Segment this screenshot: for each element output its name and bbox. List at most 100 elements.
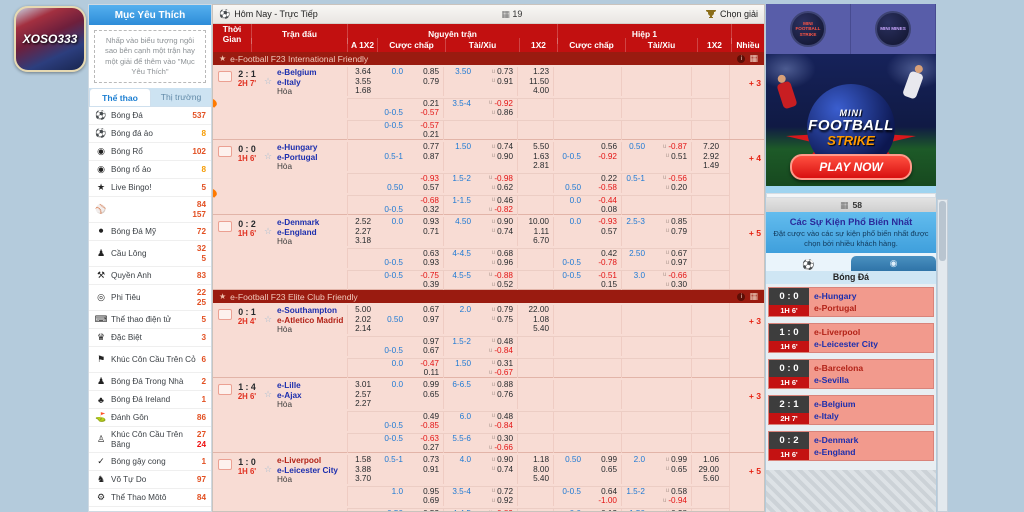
odds-cell[interactable]: 1.58 [347,455,375,465]
odds-cell[interactable]: u 0.88 [491,380,513,390]
odds-cell[interactable]: 2.0 [621,455,649,465]
odds-cell[interactable]: 5.40 [517,474,553,484]
popular-event-card[interactable]: 1 : 0 1H 6' e-Liverpool e-Leicester City [768,322,934,353]
sidebar-item-b-ng-trong-nh-[interactable]: ♟ Bóng Đá Trong Nhà 2 [89,373,211,391]
tab-popular-basketball[interactable]: ◉ [851,255,936,271]
odds-cell[interactable]: 0.5-1 [621,173,649,183]
odds-cell[interactable]: 2.14 [347,324,375,334]
odds-cell[interactable]: -0.57 [420,120,439,130]
odds-cell[interactable]: u 0.91 [491,76,513,86]
odds-cell[interactable]: 2.5-3 [621,217,649,227]
odds-cell[interactable]: u 0.79 [491,305,513,315]
odds-cell[interactable]: 0.11 [423,368,439,378]
favorite-star-icon[interactable]: ☆ [264,151,273,161]
odds-cell[interactable]: u 0.74 [491,226,513,236]
odds-cell[interactable]: 3.70 [347,474,375,484]
sidebar-item-b-ng-m-[interactable]: ⚫ Bóng Đá Mỹ 72 [89,223,211,241]
odds-cell[interactable]: -0.51 [598,270,617,280]
league-bar[interactable]: ★ e-Football F23 Elite Club Friendly i ▦ [213,290,764,303]
odds-cell[interactable]: 0.50 [553,455,585,465]
odds-cell[interactable]: u -0.56 [662,173,687,183]
odds-cell[interactable]: u 0.30 [665,280,687,290]
odds-cell[interactable]: u 0.68 [491,248,513,258]
odds-cell[interactable]: 1.5-2 [621,486,649,496]
odds-cell[interactable]: u -0.66 [662,270,687,280]
odds-cell[interactable]: 0-0.5 [384,108,403,118]
favorite-star-icon[interactable]: ☆ [264,389,273,399]
sidebar-item-th-thao-m-t-[interactable]: ⚙ Thể Thao Môtô 84 [89,489,211,507]
odds-cell[interactable]: 0.0 [391,67,403,77]
more-bets-link[interactable]: + 4 [748,153,761,163]
odds-cell[interactable]: -0.75 [420,270,439,280]
odds-cell[interactable]: u 0.74 [491,464,513,474]
odds-cell[interactable]: 0-0.5 [384,205,403,215]
sidebar-item--c-bi-t[interactable]: ♛ Đặc Biệt 3 [89,329,211,347]
odds-cell[interactable]: 0.64 [601,486,617,496]
odds-cell[interactable]: 0.22 [601,173,617,183]
odds-cell[interactable]: 5.40 [517,324,553,334]
odds-cell[interactable]: 0.5-1 [384,151,403,161]
league-bar[interactable]: ★ e-Football F23 International Friendly i ▦ [213,52,764,65]
odds-cell[interactable]: 1-1.5 [443,195,475,205]
odds-cell[interactable]: 2.57 [347,389,375,399]
odds-cell[interactable]: 0.0 [391,380,403,390]
odds-cell[interactable]: 1.49 [691,161,723,171]
popular-scrollbar[interactable] [937,199,948,512]
match-checkbox[interactable] [218,309,232,320]
odds-cell[interactable]: -0.68 [420,195,439,205]
odds-cell[interactable]: u 0.67 [665,248,687,258]
odds-cell[interactable]: 3.5-4 [443,486,475,496]
odds-cell[interactable]: 0.56 [601,142,617,152]
odds-cell[interactable]: 0.93 [423,258,439,268]
odds-cell[interactable]: 0-0.5 [553,258,585,268]
odds-cell[interactable]: 8.00 [517,464,553,474]
sidebar-item-v-t-do[interactable]: ♞ Võ Tự Do 97 [89,471,211,489]
odds-cell[interactable]: 5.50 [517,142,553,152]
odds-cell[interactable]: 2.27 [347,399,375,409]
odds-cell[interactable]: 3.5-4 [443,98,475,108]
odds-cell[interactable]: 0.0 [553,508,585,511]
odds-cell[interactable]: 1.0 [391,486,403,496]
odds-cell[interactable]: 6.0 [443,411,475,421]
odds-cell[interactable]: 0.49 [423,411,439,421]
odds-cell[interactable]: 0.95 [423,486,439,496]
sidebar-item-b-ng-ireland[interactable]: ♣ Bóng Đá Ireland 1 [89,391,211,409]
odds-cell[interactable]: 1.11 [517,226,553,236]
match-checkbox[interactable] [218,71,232,82]
odds-cell[interactable]: 4.50 [443,217,475,227]
odds-cell[interactable]: 1.68 [347,86,375,96]
odds-cell[interactable]: 0.0 [553,217,585,227]
odds-cell[interactable]: 0.79 [423,76,439,86]
odds-cell[interactable]: u 0.96 [491,258,513,268]
odds-cell[interactable]: u 0.51 [665,151,687,161]
odds-cell[interactable]: 0.0 [553,195,585,205]
sidebar-item-quy-n-anh[interactable]: ⚒ Quyền Anh 83 [89,267,211,285]
odds-cell[interactable]: -0.47 [420,358,439,368]
odds-cell[interactable]: 0.50 [553,183,585,193]
odds-cell[interactable]: 1.5-2 [443,173,475,183]
odds-cell[interactable]: 1.5-2 [443,336,475,346]
odds-cell[interactable]: u 0.72 [491,486,513,496]
sidebar-item-kh-c-c-n-c-u-tr-n-c-[interactable]: ⚑ Khúc Côn Cầu Trên Cỏ 6 [89,347,211,373]
odds-cell[interactable]: u0.38 [649,509,691,511]
odds-cell[interactable]: u 0.76 [491,389,513,399]
odds-cell[interactable]: u -0.82 [488,205,513,215]
sidebar-item-live-bingo-[interactable]: ★ Live Bingo! 5 [89,179,211,197]
odds-cell[interactable]: 0.21 [423,130,439,140]
odds-cell[interactable]: 4.00 [517,86,553,96]
star-icon[interactable]: ★ [219,292,227,301]
odds-cell[interactable]: 0.50 [621,142,649,152]
odds-cell[interactable]: u 0.97 [665,258,687,268]
odds-cell[interactable]: 3.18 [347,236,375,246]
odds-cell[interactable]: u 0.31 [491,358,513,368]
odds-cell[interactable]: 7.20 [691,142,723,152]
odds-cell[interactable]: u 0.90 [491,151,513,161]
popular-event-card[interactable]: 0 : 0 1H 6' e-Hungary e-Portugal [768,286,934,317]
odds-cell[interactable]: u 0.20 [665,183,687,193]
odds-cell[interactable]: u 0.74 [491,142,513,152]
odds-cell[interactable]: 2.92 [691,151,723,161]
mini-football-strike-banner[interactable]: MINI FOOTBALL STRIKE PLAY NOW [766,54,936,186]
odds-cell[interactable]: 0.0 [391,217,403,227]
odds-cell[interactable]: u 0.86 [491,108,513,118]
odds-cell[interactable]: u 0.58 [665,486,687,496]
